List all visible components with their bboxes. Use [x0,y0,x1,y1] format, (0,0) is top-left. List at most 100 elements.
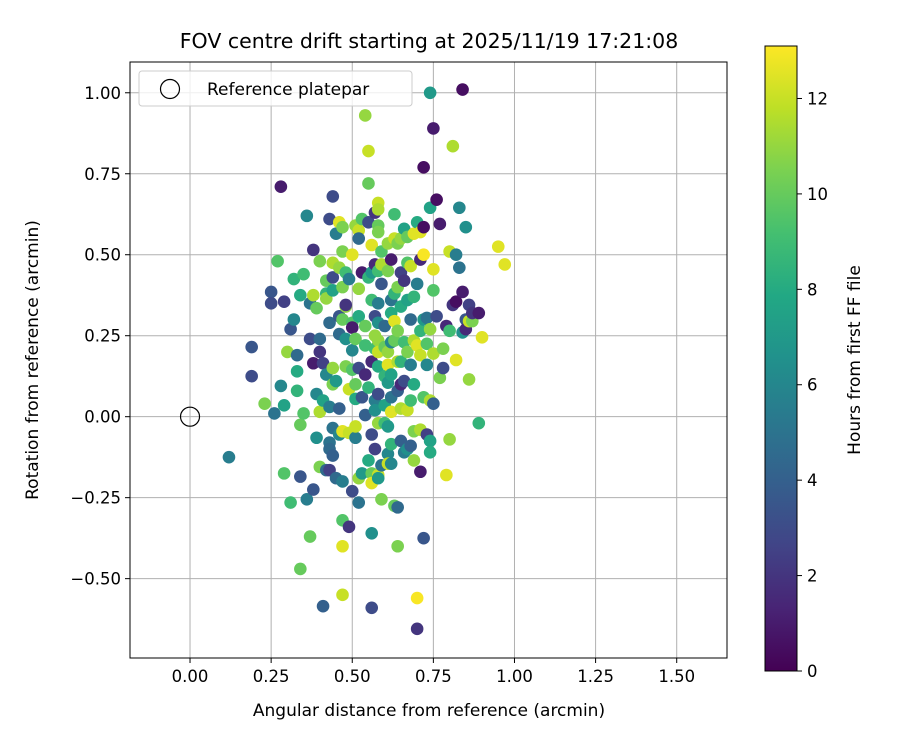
data-point [436,342,450,355]
data-point [284,322,297,336]
data-point [329,374,343,388]
data-point [281,345,294,359]
data-point [336,245,349,258]
data-point [414,324,427,338]
data-point [358,408,372,422]
data-point [303,332,317,346]
data-point [407,377,421,391]
data-point [297,407,310,420]
data-point [352,232,366,245]
data-point [391,324,404,338]
data-point [404,313,417,326]
x-axis-ticks: 0.00 0.25 0.50 0.75 1.00 1.25 1.50 [172,658,695,686]
data-point [371,360,385,373]
data-point [316,356,330,370]
y-tick-label: 0.00 [84,408,121,427]
data-point [287,313,301,326]
data-point [381,447,395,461]
data-point [323,316,336,330]
data-point [264,297,278,310]
data-point [430,309,443,323]
data-point [245,340,258,354]
data-point [358,319,372,333]
data-point [453,261,466,274]
data-point [264,285,278,299]
data-point [310,301,323,315]
data-point [362,144,375,158]
data-point [358,339,372,352]
data-point [401,403,414,417]
data-point [290,365,304,378]
data-point [326,361,340,375]
data-point [462,373,476,386]
data-point [336,475,349,488]
data-point [427,347,440,360]
data-point [294,562,307,576]
data-point [362,454,375,467]
data-point [326,190,340,203]
x-tick-label: 1.00 [496,667,533,686]
data-point [423,86,437,100]
data-point [277,467,291,480]
data-point [420,337,434,351]
data-point [453,201,466,215]
data-point [303,530,317,543]
y-tick-label: −0.50 [70,570,121,589]
data-point [294,418,307,432]
data-point [316,599,330,613]
data-point [290,348,304,362]
data-point [349,420,362,433]
data-point [449,248,463,262]
data-point [391,501,404,514]
data-point [391,539,404,553]
data-point [404,439,417,453]
data-point [381,345,395,359]
data-point [336,220,349,234]
data-point [449,295,463,308]
data-point [362,381,375,394]
data-point [472,416,486,430]
data-point [352,282,366,296]
data-point [394,355,408,368]
colorbar [764,45,798,672]
data-point [332,402,346,415]
data-point [345,248,359,262]
data-point [355,467,369,480]
data-point [433,217,447,231]
data-point [381,264,395,278]
data-point [307,483,320,496]
data-point [310,431,323,445]
colorbar-tick-label: 12 [807,89,828,108]
colorbar-ticks: 0 2 4 6 8 10 12 [797,89,828,681]
y-tick-label: 0.75 [84,165,121,184]
chart-title: FOV centre drift starting at 2025/11/19 … [180,29,679,53]
data-point [427,263,440,276]
data-point [274,180,288,194]
data-point [388,207,401,221]
y-tick-label: −0.25 [70,489,121,508]
data-point [355,390,369,404]
x-tick-label: 0.25 [253,667,290,686]
data-point [388,334,401,347]
data-point [427,122,440,135]
data-point [339,298,353,312]
data-point [339,332,353,346]
legend-reference-marker-icon [159,78,181,100]
data-point [417,220,430,234]
data-point [300,209,314,223]
data-point [313,254,327,268]
data-point [414,465,427,479]
data-point [222,450,236,464]
data-point [443,433,456,446]
data-point [417,248,430,262]
data-point [446,139,460,153]
data-point [307,288,320,302]
data-point [290,384,304,398]
data-point [326,449,340,462]
data-point [287,272,301,286]
data-point [410,277,424,291]
reference-platepar-marker [179,406,201,427]
x-tick-label: 1.25 [577,667,614,686]
data-point [245,369,258,383]
data-point [300,492,314,506]
